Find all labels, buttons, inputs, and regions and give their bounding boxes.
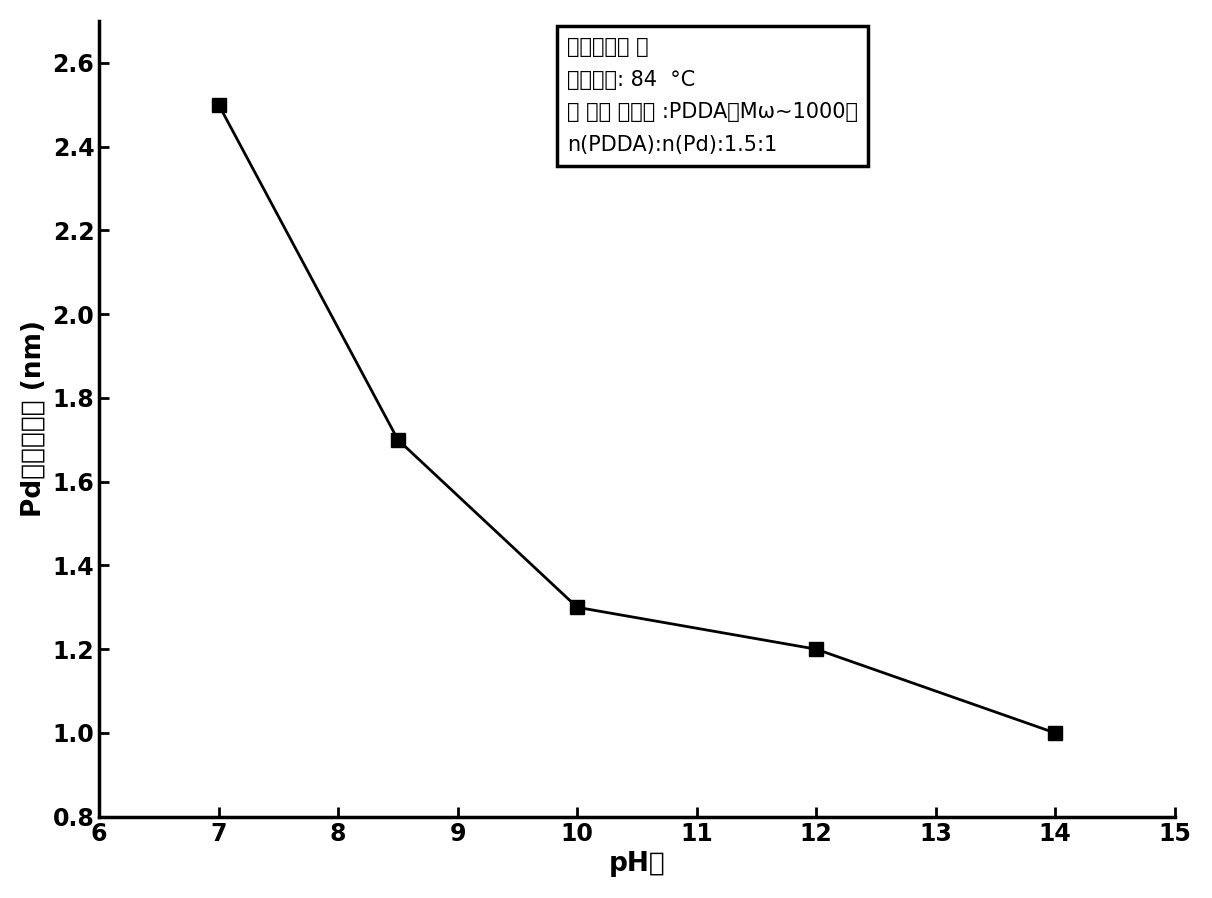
Text: 还原剂：乙 醇
反应温度: 84  °C
阳 离子 保护剂 :PDDA（Mω~1000）
n(PDDA):n(Pd):1.5:1: 还原剂：乙 醇 反应温度: 84 °C 阳 离子 保护剂 :PDDA（Mω~10… [567,37,858,155]
X-axis label: pH値: pH値 [608,851,665,877]
Y-axis label: Pd颜粒的粒径 (nm): Pd颜粒的粒径 (nm) [21,321,47,517]
